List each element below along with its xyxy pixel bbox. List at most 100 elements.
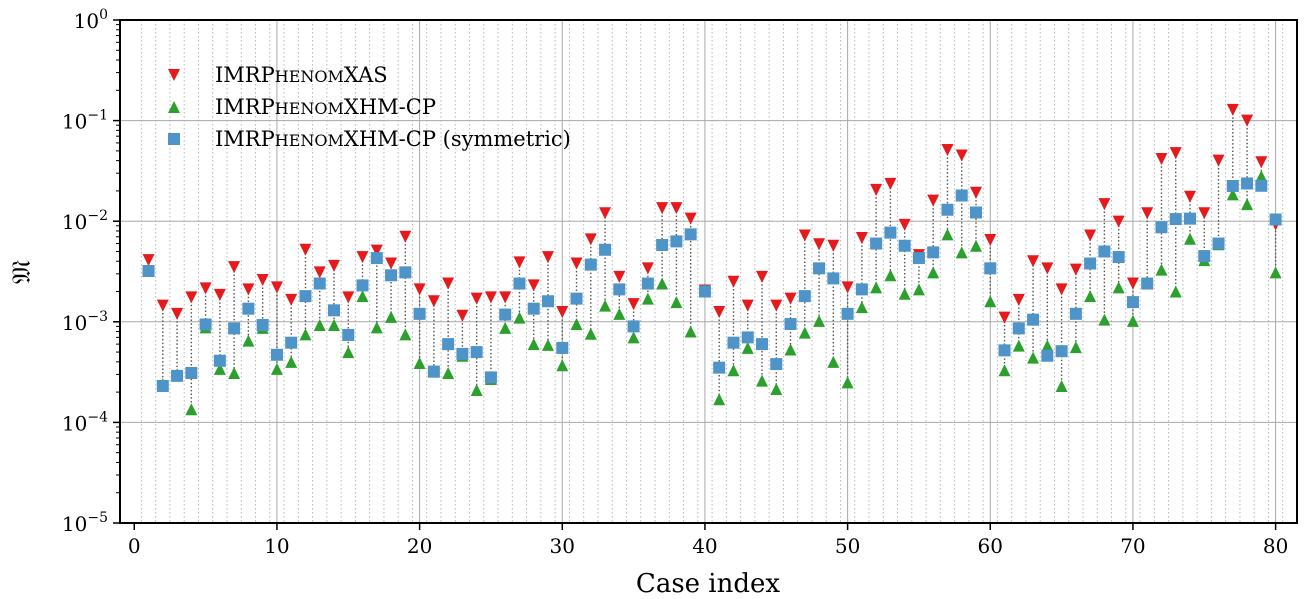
blue-square-point xyxy=(299,290,312,303)
green-triangle-point xyxy=(613,307,626,320)
blue-square-point xyxy=(1084,257,1097,270)
y-tick-label: 10−4 xyxy=(62,409,108,435)
green-triangle-point xyxy=(870,281,883,294)
legend: IMRPHENOMXAS IMRPHENOMXHM-CP IMRPHENOMXHM-… xyxy=(168,63,571,151)
green-triangle-point xyxy=(328,318,340,331)
blue-square-point xyxy=(827,272,840,285)
x-tick-label: 50 xyxy=(835,534,860,558)
green-triangle-point xyxy=(470,383,483,396)
blue-square-point xyxy=(413,307,426,320)
blue-square-point xyxy=(484,371,497,384)
blue-square-point xyxy=(171,369,184,382)
blue-square-point xyxy=(670,235,683,248)
blue-square-point xyxy=(713,361,726,374)
red-triangle-point xyxy=(970,186,982,199)
green-triangle-point xyxy=(1226,188,1239,201)
red-triangle-point xyxy=(1155,153,1168,166)
blue-square-point xyxy=(285,336,298,349)
blue-square-point xyxy=(1041,349,1054,362)
green-triangle-point xyxy=(684,325,697,338)
green-triangle-point xyxy=(855,301,868,314)
blue-square-point xyxy=(185,366,198,379)
blue-square-point xyxy=(313,277,326,290)
red-triangle-point xyxy=(313,266,326,279)
green-triangle-point xyxy=(1012,339,1025,352)
green-triangle-point xyxy=(570,318,583,331)
blue-square-point xyxy=(242,302,255,315)
red-triangle-point xyxy=(513,256,526,269)
green-triangle-point xyxy=(399,328,412,341)
red-triangle-point xyxy=(1112,215,1125,228)
red-triangle-point xyxy=(670,202,683,215)
legend-marker xyxy=(168,69,180,81)
blue-square-point xyxy=(1255,179,1268,192)
green-triangle-point xyxy=(884,269,897,282)
green-triangle-point xyxy=(313,318,326,331)
blue-square-point xyxy=(1241,177,1254,190)
green-triangle-point xyxy=(898,287,911,300)
red-triangle-point xyxy=(870,183,883,196)
blue-square-point xyxy=(912,252,925,265)
blue-square-point xyxy=(813,262,826,275)
green-triangle-point xyxy=(1126,314,1139,327)
red-triangle-point xyxy=(171,307,184,320)
red-triangle-point xyxy=(770,299,783,312)
blue-square-point xyxy=(513,277,526,290)
red-triangle-point xyxy=(370,244,383,257)
green-triangle-point xyxy=(242,334,255,347)
blue-square-point xyxy=(941,203,954,216)
blue-square-point xyxy=(898,239,911,252)
red-triangle-point xyxy=(328,259,340,272)
green-triangle-point xyxy=(356,290,369,303)
green-triangle-point xyxy=(285,355,298,368)
red-triangle-point xyxy=(1241,114,1254,127)
red-triangle-point xyxy=(1184,190,1196,203)
blue-square-point xyxy=(756,338,768,351)
blue-square-point xyxy=(855,283,868,296)
green-triangle-point xyxy=(741,341,754,354)
red-triangle-point xyxy=(185,291,198,304)
green-triangle-point xyxy=(270,362,283,375)
red-triangle-point xyxy=(955,149,968,162)
red-triangle-point xyxy=(156,299,169,312)
red-triangle-point xyxy=(356,251,369,264)
green-triangle-point xyxy=(1241,198,1254,211)
green-triangle-point xyxy=(984,295,997,308)
green-triangle-point xyxy=(442,366,455,379)
red-triangle-point xyxy=(984,234,997,247)
red-triangle-point xyxy=(1212,154,1225,167)
red-triangle-point xyxy=(855,232,868,245)
green-triangle-point xyxy=(770,382,783,395)
y-axis-label: 𝔐 xyxy=(7,260,37,284)
green-triangle-point xyxy=(927,266,940,279)
red-triangle-point xyxy=(542,251,554,264)
green-triangle-point xyxy=(841,376,854,389)
green-triangle-point xyxy=(228,366,241,379)
red-triangle-point xyxy=(713,306,726,319)
blue-square-point xyxy=(1069,307,1082,320)
red-triangle-point xyxy=(641,262,654,275)
red-triangle-point xyxy=(399,230,412,243)
legend-label: IMRPHENOMXHM-CP xyxy=(215,95,436,119)
y-axis: 10−5 10−4 10−3 10−2 10−1 100 xyxy=(62,7,120,536)
blue-square-point xyxy=(1012,322,1025,335)
plot-frame xyxy=(119,19,1298,524)
green-triangle-point xyxy=(970,239,982,252)
blue-square-point xyxy=(470,346,483,359)
blue-square-point xyxy=(385,269,398,282)
blue-square-point xyxy=(399,266,412,279)
red-triangle-point xyxy=(599,207,612,220)
red-triangle-point xyxy=(941,144,954,157)
blue-square-point xyxy=(884,226,897,239)
blue-square-point xyxy=(656,238,669,251)
green-triangle-point xyxy=(1169,285,1182,298)
blue-square-point xyxy=(627,320,640,333)
blue-square-point xyxy=(641,277,654,290)
green-triangle-point xyxy=(713,393,726,406)
blue-square-point xyxy=(1169,213,1182,226)
red-triangle-point xyxy=(827,239,840,252)
red-triangle-point xyxy=(656,202,669,215)
green-triangle-point xyxy=(499,321,512,334)
x-tick-label: 70 xyxy=(1120,534,1145,558)
